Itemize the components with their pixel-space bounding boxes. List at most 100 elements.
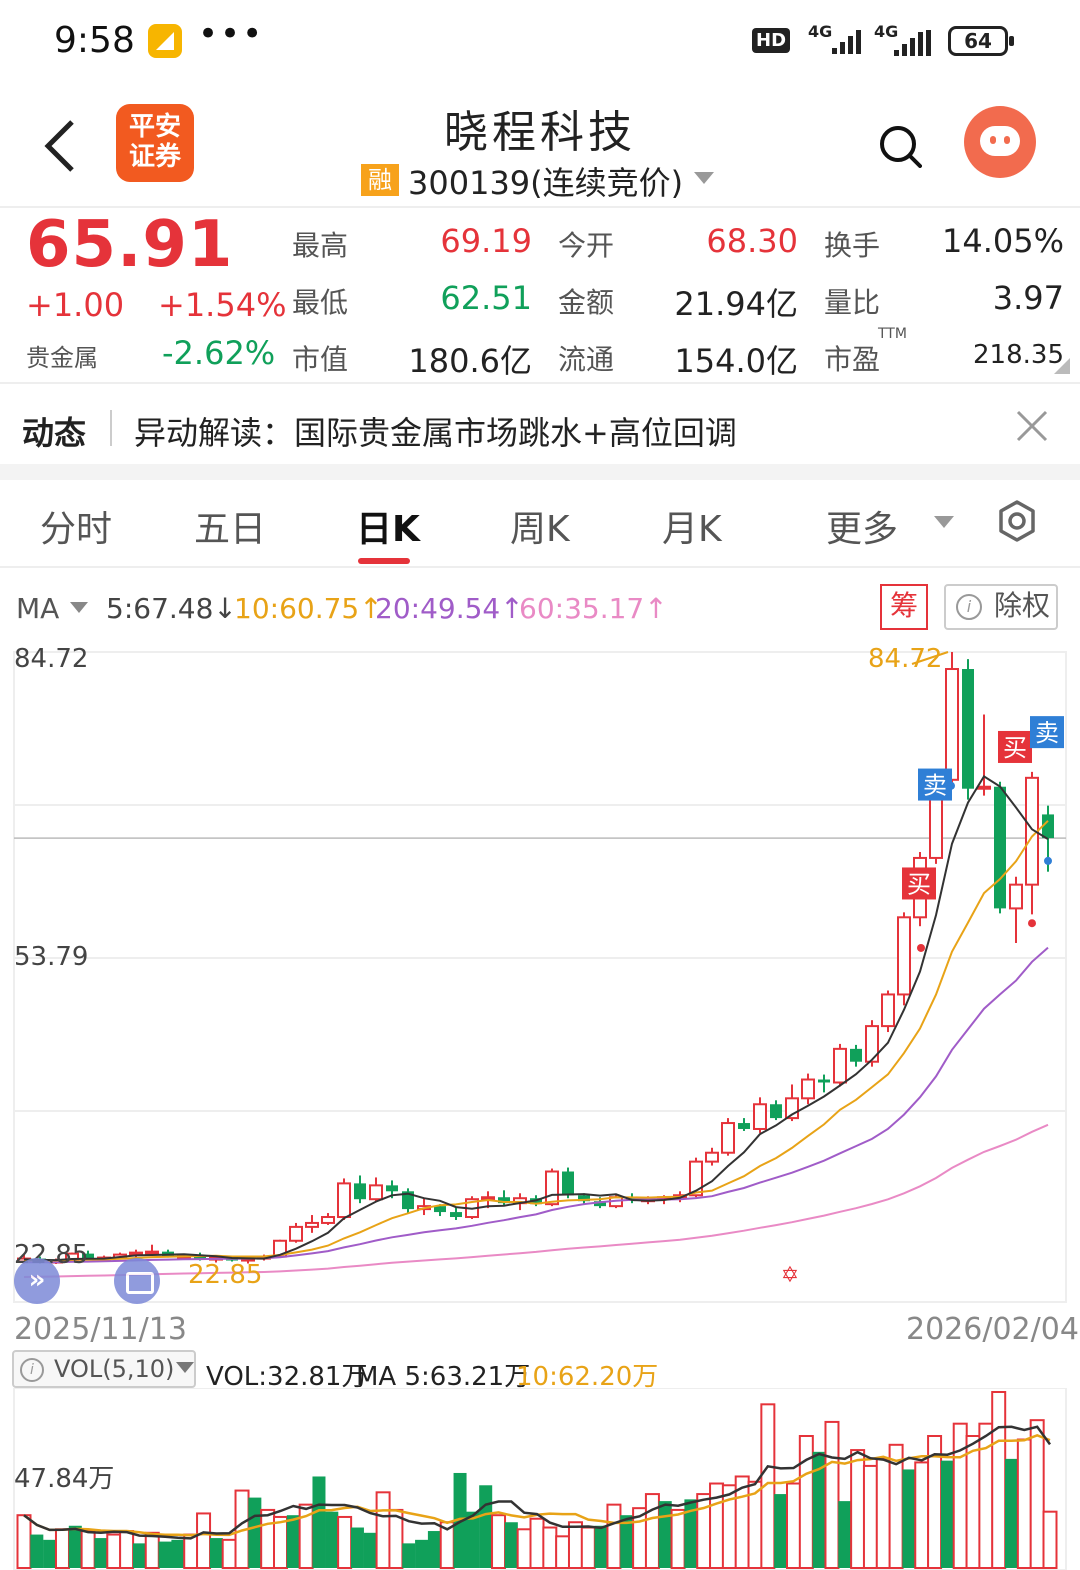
candle-body xyxy=(881,993,895,1028)
volume-value: VOL:32.81万 xyxy=(206,1362,368,1392)
volume-bar xyxy=(1042,1510,1058,1569)
candle-body xyxy=(945,668,959,781)
volume-bar xyxy=(1029,1419,1045,1569)
badge-text: 买 xyxy=(907,870,931,898)
volume-axis-max: 47.84万 xyxy=(14,1464,115,1494)
date-start: 2025/11/13 xyxy=(14,1312,187,1347)
ttm-label: TTM xyxy=(878,326,907,342)
volume-bar xyxy=(106,1533,122,1569)
stat-value: 69.19 xyxy=(440,222,532,260)
logo-line-1: 平安 xyxy=(128,112,181,142)
volume-bar xyxy=(427,1531,441,1568)
volume-bar xyxy=(620,1515,634,1568)
info-icon[interactable]: i xyxy=(956,594,982,620)
info-icon[interactable]: i xyxy=(20,1358,44,1382)
ma10-value: 10:60.75↑ xyxy=(234,592,383,625)
candle-body xyxy=(386,1185,398,1192)
volume-bar xyxy=(325,1511,339,1568)
volume-bar xyxy=(54,1528,70,1569)
signal-dot xyxy=(1028,919,1036,928)
volume-bar xyxy=(940,1460,954,1568)
volume-bar xyxy=(914,1461,930,1569)
tab-weekly-k[interactable]: 周K xyxy=(510,509,570,550)
more-notifications-icon: ••• xyxy=(198,14,265,54)
divider xyxy=(0,566,1080,568)
volume-bar xyxy=(606,1503,622,1569)
sell-signal-badge: 卖 xyxy=(918,768,952,801)
price-change-pct: +1.54% xyxy=(158,286,287,324)
chevron-down-icon[interactable] xyxy=(176,1362,194,1373)
expand-icon[interactable]: » xyxy=(14,1258,60,1304)
back-icon[interactable] xyxy=(40,118,80,174)
margin-trading-badge: 融 xyxy=(361,164,399,196)
candle-body xyxy=(354,1183,366,1200)
tab-five-day[interactable]: 五日 xyxy=(194,509,267,550)
divider xyxy=(0,382,1080,384)
fullscreen-icon[interactable] xyxy=(114,1258,160,1304)
stat-label: 换手 xyxy=(824,229,881,262)
stat-label: 市值 xyxy=(292,343,349,376)
ma5-value: 5:67.48↓ xyxy=(106,592,237,625)
tab-intraday[interactable]: 分时 xyxy=(40,509,113,550)
candle-body xyxy=(770,1104,782,1119)
volume-bar xyxy=(286,1515,300,1568)
sector-name[interactable]: 贵金属 xyxy=(26,344,98,372)
chevron-down-icon[interactable] xyxy=(934,516,954,528)
news-headline[interactable]: 异动解读：国际贵金属市场跳水+高位回调 xyxy=(134,414,737,452)
ma60-value: 60:35.17↑ xyxy=(519,592,668,625)
volume-bar xyxy=(516,1528,532,1569)
search-icon[interactable] xyxy=(878,124,922,168)
status-bar: 9:58 ••• HD 4G 4G 64 xyxy=(0,0,1080,84)
expand-corner-icon[interactable] xyxy=(1054,358,1070,374)
volume-bar xyxy=(965,1435,981,1569)
candle-body xyxy=(738,1123,750,1129)
battery-icon: 64 xyxy=(948,26,1014,56)
volume-indicator-selector[interactable]: VOL(5,10) xyxy=(12,1350,196,1388)
stock-code-selector[interactable]: 300139(连续竞价) xyxy=(408,164,684,202)
candle-body xyxy=(369,1184,383,1201)
volume-bar xyxy=(760,1403,776,1569)
stat-value: 62.51 xyxy=(440,279,532,317)
volume-bar xyxy=(902,1469,916,1568)
news-tag[interactable]: 动态 xyxy=(22,414,87,452)
tab-more[interactable]: 更多 xyxy=(826,509,899,550)
volume-bar xyxy=(529,1517,545,1569)
chevron-down-icon[interactable] xyxy=(70,602,88,613)
volume-bar xyxy=(670,1508,686,1569)
assistant-avatar-icon[interactable] xyxy=(964,106,1036,178)
stat-label: 最高 xyxy=(292,229,349,262)
candle-body xyxy=(801,1078,815,1100)
volume-chart[interactable] xyxy=(0,1388,1080,1570)
stat-label: 金额 xyxy=(558,286,615,319)
stat-label: 量比 xyxy=(824,286,881,319)
volume-bar xyxy=(580,1526,596,1570)
chip-distribution-button[interactable]: 筹 xyxy=(880,584,928,630)
volume-bar xyxy=(838,1501,852,1568)
candle-body xyxy=(977,785,991,790)
candle-body xyxy=(1009,883,1023,910)
volume-ma5: MA 5:63.21万 xyxy=(356,1362,531,1392)
candle-body xyxy=(450,1212,462,1218)
chevron-down-icon[interactable] xyxy=(694,172,714,184)
tab-daily-k[interactable]: 日K xyxy=(356,509,420,550)
volume-bar xyxy=(466,1511,480,1568)
close-icon[interactable] xyxy=(1014,408,1050,444)
sector-change-pct[interactable]: -2.62% xyxy=(162,334,276,372)
ma10-line xyxy=(23,820,1049,1262)
volume-bar xyxy=(158,1541,172,1568)
volume-bar xyxy=(209,1538,223,1568)
volume-bar xyxy=(312,1476,326,1568)
volume-bar xyxy=(132,1543,146,1568)
ex-rights-button[interactable]: 除权 xyxy=(944,584,1058,630)
gear-icon[interactable] xyxy=(996,500,1038,542)
ma-indicator-label[interactable]: MA xyxy=(16,592,60,625)
stat-value: 3.97 xyxy=(992,279,1064,317)
candle-body xyxy=(962,669,974,789)
tab-monthly-k[interactable]: 月K xyxy=(662,509,722,550)
volume-bar xyxy=(43,1539,57,1568)
candle-body xyxy=(82,1253,94,1259)
stat-label: 今开 xyxy=(558,229,615,262)
network-type-1: 4G xyxy=(808,22,833,41)
volume-bar xyxy=(786,1482,801,1569)
